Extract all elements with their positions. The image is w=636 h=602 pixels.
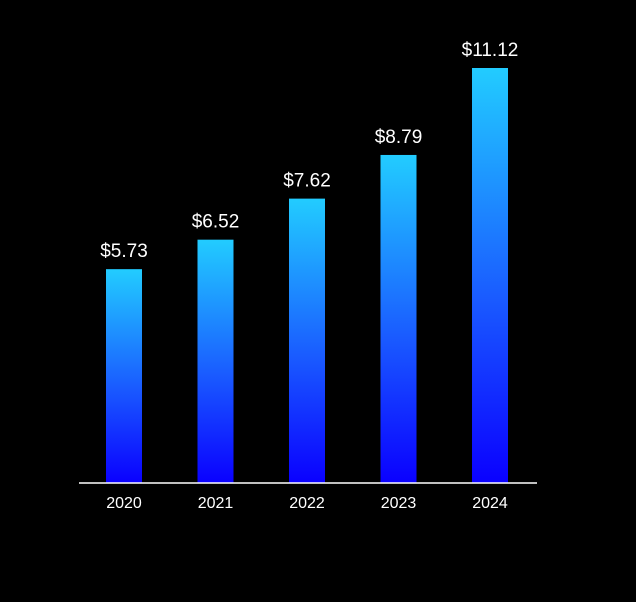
value-label-2023: $8.79 — [375, 127, 423, 148]
x-tick-label-2022: 2022 — [289, 495, 325, 512]
bar-2020 — [106, 269, 142, 483]
bar-2023 — [380, 154, 417, 483]
bars-layer — [106, 68, 508, 484]
x-tick-label-2020: 2020 — [106, 495, 142, 512]
bar-2024 — [472, 68, 508, 483]
bar-2021 — [197, 239, 234, 483]
value-label-2024: $11.12 — [462, 40, 519, 61]
bar-2022 — [289, 198, 325, 484]
x-tick-label-2024: 2024 — [472, 495, 508, 512]
value-label-2021: $6.52 — [192, 212, 240, 233]
value-labels-layer: $5.73 $6.52 $7.62 $8.79 $11.12 — [100, 40, 518, 262]
value-label-2020: $5.73 — [100, 241, 148, 262]
x-tick-labels-layer: 2020 2021 2022 2023 2024 — [106, 495, 508, 512]
value-label-2022: $7.62 — [283, 171, 331, 192]
x-tick-label-2021: 2021 — [198, 495, 234, 512]
x-tick-label-2023: 2023 — [381, 495, 417, 512]
